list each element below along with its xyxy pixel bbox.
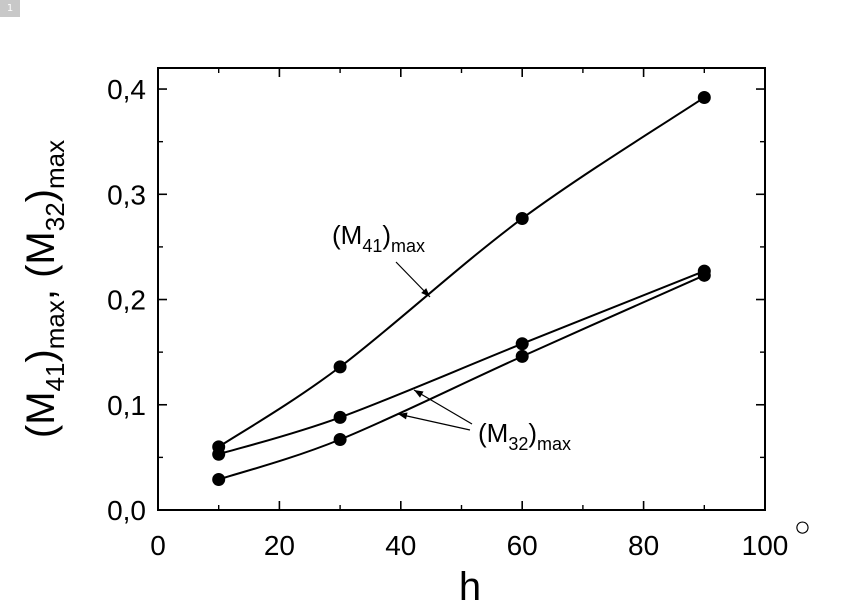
series-line [218,274,705,481]
y-tick-label: 0,3 [107,179,146,210]
data-point [515,211,529,225]
series-1 [212,90,711,454]
x-tick-label: 0 [150,530,166,561]
annotation-m41-part: 41 [362,236,382,256]
x-axis-label: h [459,565,481,609]
x-tick-label: 40 [385,530,416,561]
annotation-m41-part: (M [332,220,362,250]
y-axis-label-part: 32 [40,202,70,231]
x-unit-symbol: ○ [794,511,811,542]
data-point [212,447,226,461]
y-axis-label-part: max [40,140,70,189]
series-line [218,270,705,456]
y-axis-label-part: ) [19,349,63,362]
series-line [218,96,705,448]
figure-number-badge: 1 [0,0,20,17]
y-tick-label: 0,4 [107,74,146,105]
series-3 [212,268,711,486]
x-tick-label: 20 [264,530,295,561]
y-axis-label-part: 41 [40,363,70,392]
data-point [697,90,711,104]
data-point [212,472,226,486]
annotation-m41: (M41)max [332,220,425,256]
y-axis-label: (M41)max, (M32)max [19,140,70,438]
annotation-m41-part: ) [382,220,391,250]
y-tick-label: 0,0 [107,495,146,526]
y-tick-label: 0,2 [107,285,146,316]
y-axis-label-part: ) [19,189,63,202]
series-layer [212,90,711,486]
data-point [515,349,529,363]
data-point [333,410,347,424]
y-tick-label: 0,1 [107,390,146,421]
series-2 [212,264,711,461]
annotation-m32-part: (M [478,418,508,448]
annotation-m32-part: ) [528,418,537,448]
leader-arrow-m32-upper [413,389,473,425]
x-tick-label: 80 [628,530,659,561]
leader-arrow-m32-lower [397,413,471,431]
annotation-m32-part: 32 [508,434,528,454]
y-axis-label-part: (M [19,391,63,438]
x-tick-label: 100 [742,530,789,561]
annotation-m32: (M32)max [478,418,571,454]
data-point [333,432,347,446]
x-tick-label: 60 [507,530,538,561]
y-axis-label-part: max [40,300,70,349]
leader-arrow-m41-head [421,288,430,297]
data-point [697,268,711,282]
annotation-m32-part: max [537,434,571,454]
leader-arrow-m32-lower-head [398,412,408,420]
axes [157,67,766,511]
data-point [333,360,347,374]
annotation-m41-part: max [391,236,425,256]
data-point [515,337,529,351]
leader-arrow-m32-upper-head [414,390,424,398]
y-axis-label-part: , (M [19,231,63,300]
